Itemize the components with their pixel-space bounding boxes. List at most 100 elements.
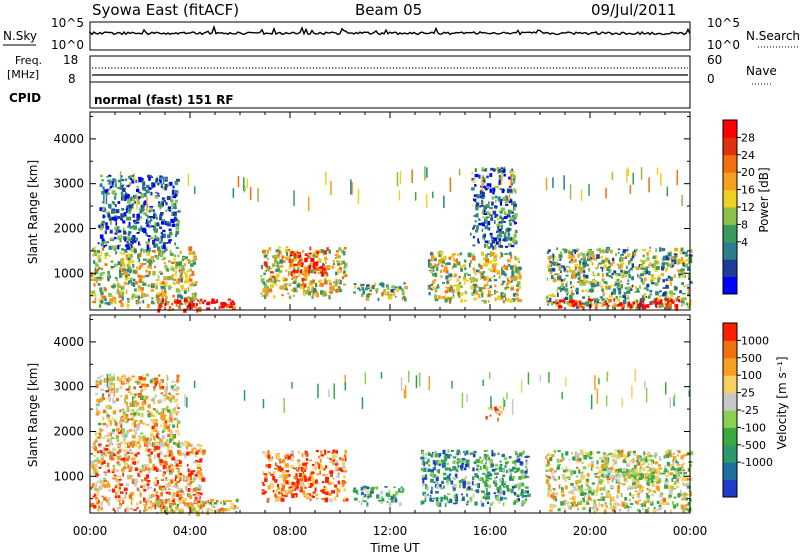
velocity-colorbar: 1000 500 100 25 -25 -100 -500 -1000 [722, 322, 773, 498]
power-colorbar-label: Power [dB] [757, 167, 771, 232]
velocity-cluster-3 [261, 449, 349, 503]
power-cluster-6 [427, 250, 523, 304]
power-cluster-8 [545, 246, 693, 311]
power-ytick-2: 3000 [53, 177, 84, 191]
nsky-ybot: 10^0 [51, 38, 84, 52]
freq-ybot: 8 [68, 72, 76, 86]
velocity-colorbar-seg-2 [723, 444, 737, 463]
beam-title: Beam 05 [355, 1, 422, 19]
velocity-ytick-1: 2000 [53, 425, 84, 439]
power-cbtick-6: 4 [741, 236, 748, 249]
velocity-colorbar-seg-9 [723, 323, 737, 341]
freq-panel-frame [89, 55, 691, 83]
power-colorbar-seg-2 [723, 241, 737, 260]
power-colorbar: 28 24 20 16 12 8 4 [722, 119, 755, 295]
nave-rbot: 0 [707, 72, 715, 86]
power-cbtick-5: 8 [741, 218, 748, 231]
nsearch-rtop: 10^5 [707, 16, 740, 30]
power-cbtick-2: 20 [741, 166, 755, 179]
velocity-cbtick-1: 500 [741, 352, 762, 365]
velocity-cbtick-7: -1000 [741, 456, 773, 469]
power-ylabel: Slant Range [km] [26, 160, 40, 264]
velocity-colorbar-seg-8 [723, 340, 737, 359]
nsky-label: N.Sky [3, 29, 37, 43]
velocity-cluster-8 [590, 467, 688, 480]
velocity-colorbar-seg-4 [723, 410, 737, 428]
nave-label: Nave [746, 64, 777, 78]
power-colorbar-seg-9 [723, 120, 737, 138]
velocity-ytick-0: 1000 [53, 469, 84, 483]
x-axis-label: Time UT [369, 541, 420, 554]
velocity-streaks [106, 369, 690, 415]
velocity-colorbar-seg-0 [723, 479, 737, 498]
power-cluster-9 [552, 297, 681, 312]
power-colorbar-seg-8 [723, 137, 737, 156]
velocity-cbtick-3: 25 [741, 387, 755, 400]
power-cluster-3 [260, 246, 348, 300]
xtick-2: 08:00 [273, 524, 308, 538]
nsky-series-line [89, 24, 691, 36]
freq-label: Freq. [15, 54, 42, 67]
power-cbtick-0: 28 [741, 131, 755, 144]
time-x-axis: 00:00 04:00 08:00 12:00 16:00 20:00 00:00 [73, 524, 708, 538]
power-colorbar-seg-6 [723, 172, 737, 191]
cpid-label: CPID [9, 91, 41, 105]
xtick-0: 00:00 [73, 524, 108, 538]
power-colorbar-seg-1 [723, 259, 737, 278]
freq-unit: [MHz] [7, 68, 39, 81]
station-title: Syowa East (fitACF) [92, 1, 239, 19]
velocity-colorbar-seg-6 [723, 375, 737, 394]
power-y-axis: 1000 2000 3000 4000 [53, 112, 691, 310]
velocity-cluster-5 [420, 449, 531, 507]
velocity-colorbar-label: Velocity [m s⁻¹] [775, 356, 789, 449]
velocity-cluster-7 [545, 449, 694, 514]
freq-ytop: 18 [63, 53, 78, 67]
power-cluster-7 [470, 166, 518, 250]
velocity-cbtick-5: -100 [741, 421, 766, 434]
velocity-y-axis: 1000 2000 3000 4000 [53, 315, 691, 513]
velocity-cbtick-0: 1000 [741, 334, 769, 347]
velocity-colorbar-seg-3 [723, 427, 737, 446]
velocity-ylabel: Slant Range [km] [26, 363, 40, 467]
nsearch-label: N.Search [746, 29, 800, 43]
power-colorbar-seg-3 [723, 224, 737, 243]
power-ytick-0: 1000 [53, 266, 84, 280]
nsky-ytop: 10^5 [51, 16, 84, 30]
velocity-heatmap [90, 369, 694, 517]
velocity-colorbar-seg-7 [723, 357, 737, 376]
power-streaks [103, 166, 683, 212]
power-cbtick-4: 12 [741, 201, 755, 214]
cpid-panel-frame [89, 81, 691, 109]
power-colorbar-seg-7 [723, 154, 737, 173]
velocity-cluster-2 [155, 498, 239, 517]
xtick-3: 12:00 [373, 524, 408, 538]
freq-trace [92, 67, 688, 76]
power-ytick-1: 2000 [53, 222, 84, 236]
velocity-cluster-6 [485, 406, 503, 422]
cpid-value: normal (fast) 151 RF [94, 93, 234, 107]
power-heatmap [90, 166, 693, 313]
velocity-cbtick-2: 100 [741, 369, 762, 382]
power-cluster-4 [290, 250, 331, 277]
power-cbtick-1: 24 [741, 149, 755, 162]
power-colorbar-seg-0 [723, 276, 737, 295]
velocity-colorbar-seg-1 [723, 462, 737, 481]
power-cluster-1 [97, 174, 181, 250]
xtick-5: 20:00 [573, 524, 608, 538]
power-colorbar-seg-4 [723, 207, 737, 225]
nsky-trace [89, 24, 691, 36]
nsky-panel-frame [89, 21, 691, 51]
power-cluster-2 [156, 298, 236, 313]
power-colorbar-seg-5 [723, 189, 737, 208]
power-cbtick-3: 16 [741, 184, 755, 197]
velocity-ytick-2: 3000 [53, 380, 84, 394]
nsearch-rbot: 10^0 [707, 38, 740, 52]
date-title: 09/Jul/2011 [591, 1, 676, 19]
power-cluster-5 [353, 282, 408, 302]
velocity-cbtick-6: -500 [741, 439, 766, 452]
velocity-cluster-4 [352, 485, 405, 507]
velocity-cbtick-4: -25 [741, 404, 759, 417]
xtick-1: 04:00 [173, 524, 208, 538]
power-cluster-0 [90, 246, 198, 309]
nave-rtop: 60 [707, 53, 722, 67]
